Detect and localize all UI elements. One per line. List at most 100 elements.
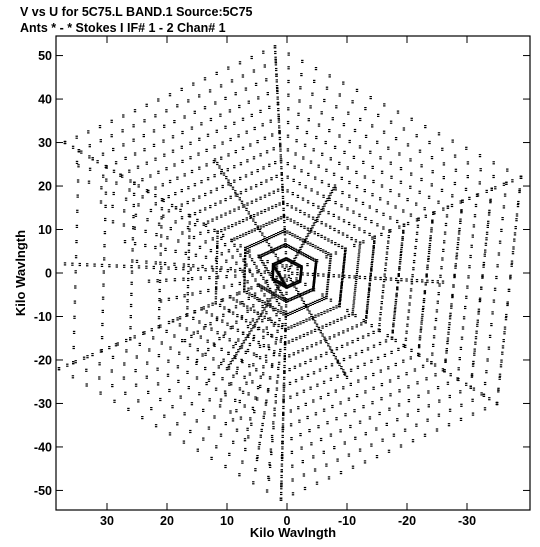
uv-point (440, 268, 443, 270)
uv-point (498, 240, 502, 242)
uv-point (236, 195, 239, 197)
uv-point (207, 306, 210, 308)
uv-point (419, 329, 422, 331)
uv-point (282, 396, 285, 398)
uv-point (160, 268, 163, 270)
uv-point (506, 304, 509, 307)
uv-point (480, 394, 483, 396)
uv-point (409, 215, 413, 217)
uv-point (286, 218, 289, 220)
uv-point (466, 163, 470, 165)
uv-point (188, 230, 191, 232)
x-axis-label: Kilo Wavlngth (250, 525, 336, 540)
uv-point (228, 384, 231, 386)
uv-point (178, 323, 182, 325)
uv-point (75, 137, 78, 139)
uv-point (271, 251, 274, 253)
uv-point (198, 245, 202, 247)
uv-point (250, 288, 253, 290)
uv-point (332, 352, 336, 355)
uv-point (123, 264, 126, 266)
uv-point (224, 127, 227, 129)
uv-point (238, 348, 242, 350)
uv-point (304, 284, 307, 286)
uv-point (240, 345, 244, 347)
uv-point (282, 398, 285, 400)
uv-point (229, 183, 232, 185)
uv-point (422, 305, 425, 307)
uv-point (378, 317, 382, 319)
uv-point (504, 317, 508, 319)
uv-point (133, 335, 136, 337)
uv-point (421, 279, 424, 281)
uv-point (323, 310, 326, 312)
uv-point (309, 160, 313, 162)
uv-point (271, 272, 275, 274)
uv-point (384, 268, 387, 270)
uv-point (206, 135, 210, 137)
uv-point (277, 246, 280, 248)
uv-point (103, 259, 106, 261)
uv-point (335, 105, 338, 107)
uv-point (295, 394, 299, 396)
uv-point (244, 321, 248, 323)
uv-point (187, 249, 191, 251)
uv-point (213, 343, 216, 345)
uv-point (248, 251, 251, 253)
uv-point (239, 255, 242, 257)
uv-point (312, 282, 315, 284)
uv-point (297, 293, 300, 295)
uv-point (292, 247, 296, 249)
uv-point (302, 473, 306, 475)
uv-point (446, 207, 450, 209)
uv-point (361, 203, 365, 205)
uv-point (134, 385, 138, 387)
uv-point (313, 79, 316, 81)
uv-point (324, 200, 328, 202)
uv-point (307, 216, 311, 218)
uv-point (334, 244, 337, 246)
uv-point (74, 257, 78, 259)
uv-point (368, 287, 371, 289)
uv-point (270, 246, 273, 248)
uv-point (211, 218, 214, 220)
uv-point (308, 431, 311, 433)
uv-point (319, 250, 322, 252)
uv-point (271, 274, 274, 276)
uv-point (442, 248, 445, 250)
uv-point (252, 306, 255, 308)
uv-point (375, 455, 379, 457)
uv-point (415, 240, 418, 242)
uv-point (384, 339, 388, 341)
uv-point (202, 306, 205, 308)
uv-point (372, 332, 375, 334)
uv-point (371, 193, 374, 195)
uv-point (482, 395, 486, 397)
uv-point (250, 202, 254, 204)
uv-point (274, 233, 278, 235)
uv-point (423, 433, 427, 435)
uv-point (298, 237, 302, 239)
uv-point (100, 351, 103, 353)
uv-point (280, 179, 284, 182)
uv-point (281, 191, 284, 193)
uv-point (488, 334, 492, 336)
uv-point (298, 250, 301, 252)
uv-point (451, 293, 454, 296)
x-tick-label: 20 (160, 514, 174, 528)
uv-point (279, 296, 283, 298)
uv-point (291, 194, 294, 196)
uv-point (129, 337, 132, 339)
uv-point (186, 356, 190, 358)
uv-point (459, 392, 462, 394)
uv-point (270, 434, 274, 437)
uv-point (256, 171, 259, 173)
uv-point (246, 311, 249, 313)
uv-point (328, 269, 331, 271)
uv-point (263, 254, 267, 256)
uv-point (443, 369, 446, 371)
uv-point (180, 147, 183, 149)
uv-point (269, 251, 273, 253)
uv-point (353, 294, 356, 296)
uv-point (159, 397, 162, 400)
